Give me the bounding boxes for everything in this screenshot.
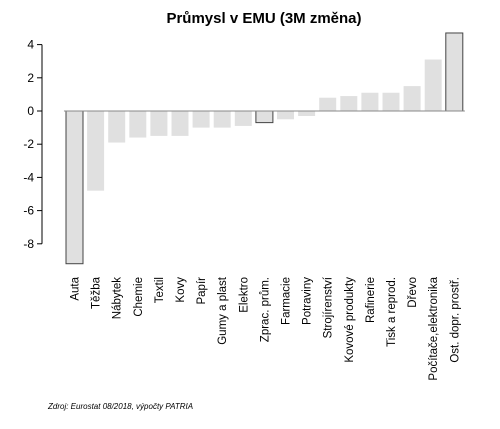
y-tick-label: 0 bbox=[27, 104, 34, 118]
bar-9 bbox=[255, 110, 274, 124]
bar-2 bbox=[108, 111, 126, 143]
category-label: Ost. dopr. prostř. bbox=[449, 277, 461, 363]
category-label: Farmacie bbox=[281, 277, 293, 325]
category-label: Potraviny bbox=[302, 277, 314, 325]
category-label: Auta bbox=[70, 276, 82, 300]
bar-4 bbox=[150, 111, 168, 136]
bar-17 bbox=[424, 59, 442, 111]
category-label: Rafinerie bbox=[365, 277, 377, 323]
category-label: Kovové produkty bbox=[344, 277, 356, 363]
bar-16 bbox=[403, 86, 421, 111]
y-tick-label: -4 bbox=[23, 170, 34, 184]
bar-0 bbox=[65, 110, 84, 265]
y-tick-label: -2 bbox=[23, 137, 34, 151]
bar-15 bbox=[382, 92, 400, 111]
bar-14 bbox=[361, 92, 379, 111]
category-label: Dřevo bbox=[407, 277, 419, 308]
category-label: Nábytek bbox=[112, 277, 124, 319]
category-labels: Auta Těžba Nábytek Chemie Textil Kovy Papír Gum… bbox=[70, 276, 462, 380]
category-label: Počítače,elektronika bbox=[428, 276, 440, 380]
bar-7 bbox=[213, 111, 231, 128]
category-label: Gumy a plast bbox=[217, 276, 229, 345]
category-label: Těžba bbox=[91, 276, 103, 309]
category-label: Elektro bbox=[238, 277, 250, 313]
bar-5 bbox=[171, 111, 189, 136]
y-axis: 4 2 0 -2 -4 -6 -8 bbox=[23, 38, 43, 251]
category-label: Papír bbox=[196, 277, 208, 305]
bar-10 bbox=[277, 111, 294, 120]
category-label: Textil bbox=[154, 277, 166, 303]
y-tick-label: -8 bbox=[23, 237, 34, 251]
bar-3 bbox=[129, 111, 147, 138]
bars-group bbox=[63, 32, 465, 265]
category-label: Strojírenství bbox=[323, 276, 335, 338]
category-label: Kovy bbox=[175, 277, 187, 303]
y-tick-label: 4 bbox=[27, 38, 34, 52]
y-tick-label: 2 bbox=[27, 71, 34, 85]
bar-8 bbox=[234, 111, 252, 126]
category-label: Tisk a reprod. bbox=[386, 277, 398, 347]
category-label: Zprac. prům. bbox=[259, 277, 271, 342]
bar-12 bbox=[319, 97, 337, 111]
category-label: Chemie bbox=[133, 277, 145, 317]
source-note: Zdroj: Eurostat 08/2018, výpočty PATRIA bbox=[47, 402, 193, 411]
bar-13 bbox=[340, 96, 358, 111]
y-tick-label: -6 bbox=[23, 204, 34, 218]
bar-18 bbox=[445, 32, 464, 112]
bar-6 bbox=[192, 111, 210, 128]
chart-title: Průmysl v EMU (3M změna) bbox=[166, 10, 361, 27]
bar-11 bbox=[298, 111, 316, 116]
bar-1 bbox=[87, 111, 105, 191]
